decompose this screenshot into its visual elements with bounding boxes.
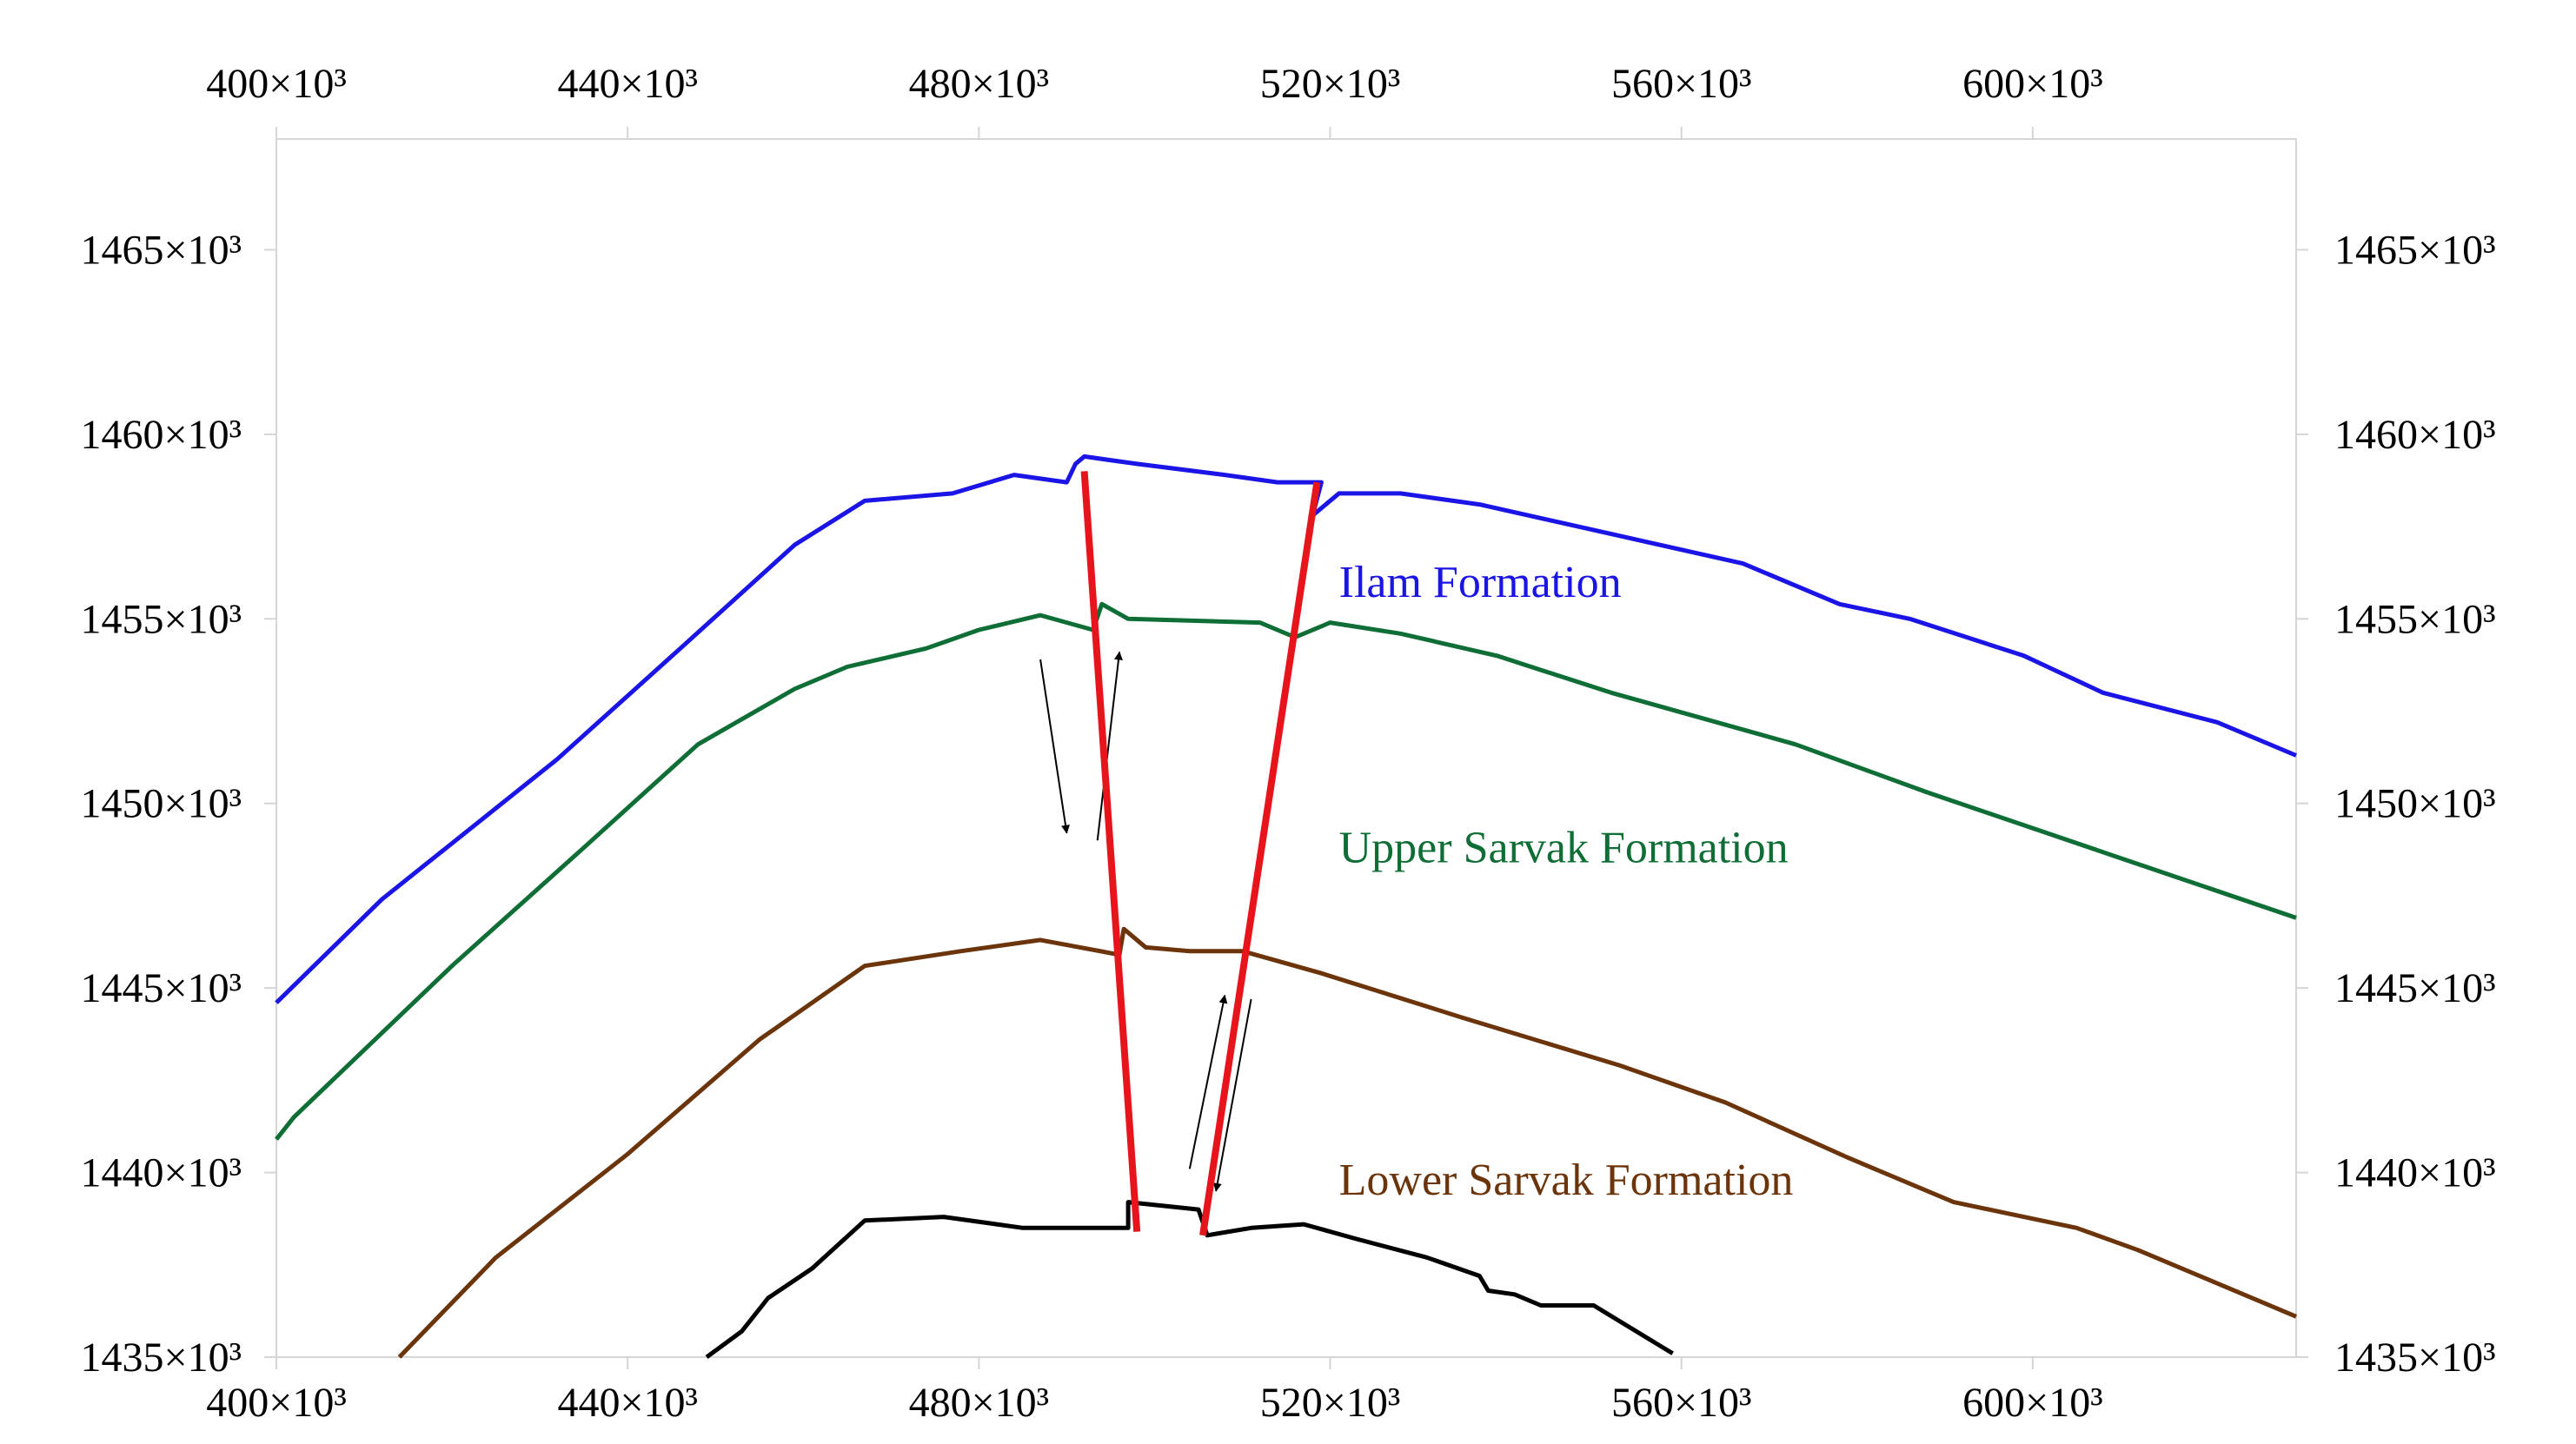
y-tick-label-left: 1435×10³ — [81, 1335, 242, 1381]
series-label-lower-sarvak-formation: Lower Sarvak Formation — [1339, 1156, 1794, 1205]
y-tick-label-right: 1465×10³ — [2334, 227, 2495, 273]
arrow-layer — [1039, 651, 1252, 1192]
y-tick-label-right: 1455×10³ — [2334, 596, 2495, 642]
x-tick-label-bottom: 480×10³ — [909, 1380, 1049, 1426]
up-arrow-right — [1188, 994, 1228, 1169]
x-axis-bottom: 400×10³ 440×10³ 480×10³ 520×10³ 560×10³ 600×1… — [206, 1357, 2103, 1426]
x-tick-label-top: 400×10³ — [206, 61, 346, 107]
y-tick-label-left: 1450×10³ — [81, 781, 242, 827]
x-tick-label-bottom: 560×10³ — [1611, 1380, 1751, 1426]
y-tick-label-left: 1460×10³ — [81, 412, 242, 458]
down-arrow-right — [1212, 998, 1252, 1192]
series-label-ilam-formation: Ilam Formation — [1339, 558, 1622, 607]
series-line-lower-sarvak-formation — [397, 926, 2297, 1359]
y-tick-label-right: 1445×10³ — [2334, 965, 2495, 1011]
y-tick-label-left: 1465×10³ — [81, 227, 242, 273]
y-tick-label-right: 1435×10³ — [2334, 1335, 2495, 1381]
x-tick-label-bottom: 400×10³ — [206, 1380, 346, 1426]
x-tick-label-top: 480×10³ — [909, 61, 1049, 107]
fault-layer — [1080, 471, 1321, 1236]
series-layer — [275, 454, 2297, 1360]
x-tick-label-top: 520×10³ — [1260, 61, 1400, 107]
series-line-upper-sarvak-formation — [275, 601, 2297, 1141]
y-tick-label-left: 1440×10³ — [81, 1150, 242, 1196]
x-tick-label-top: 560×10³ — [1611, 61, 1751, 107]
plot-frame — [276, 138, 2297, 1358]
up-arrow-left — [1096, 651, 1123, 841]
series-label-upper-sarvak-formation: Upper Sarvak Formation — [1339, 824, 1789, 873]
label-layer: Ilam Formation Upper Sarvak Formation Lowe… — [1339, 558, 1794, 1205]
x-tick-label-bottom: 600×10³ — [1962, 1380, 2102, 1426]
y-tick-label-left: 1455×10³ — [81, 596, 242, 642]
x-axis-top: 400×10³ 440×10³ 480×10³ 520×10³ 560×10³ 600×1… — [206, 61, 2103, 139]
fault-line-2 — [1199, 481, 1321, 1236]
series-line-basement-horizon — [705, 1200, 1674, 1360]
y-axis-left: 1435×10³ 1440×10³ 1445×10³ 1450×10³ 1455×10³… — [81, 227, 276, 1381]
y-tick-label-right: 1460×10³ — [2334, 412, 2495, 458]
x-tick-label-bottom: 520×10³ — [1260, 1380, 1400, 1426]
down-arrow-left — [1039, 659, 1070, 834]
x-tick-label-top: 440×10³ — [557, 61, 697, 107]
y-tick-label-right: 1440×10³ — [2334, 1150, 2495, 1196]
series-line-ilam-formation — [275, 454, 2297, 1004]
y-tick-label-left: 1445×10³ — [81, 965, 242, 1011]
y-axis-right: 1435×10³ 1440×10³ 1445×10³ 1450×10³ 1455×10³… — [2296, 227, 2495, 1381]
x-tick-label-bottom: 440×10³ — [557, 1380, 697, 1426]
fault-line-1 — [1080, 471, 1141, 1232]
x-tick-label-top: 600×10³ — [1962, 61, 2102, 107]
y-tick-label-right: 1450×10³ — [2334, 781, 2495, 827]
